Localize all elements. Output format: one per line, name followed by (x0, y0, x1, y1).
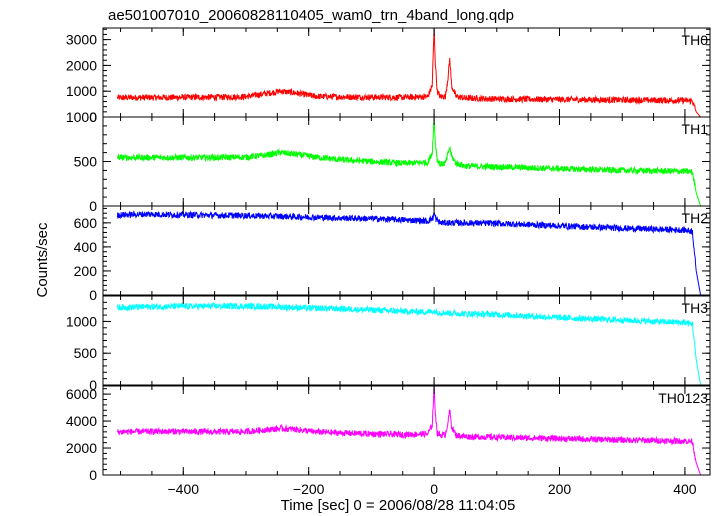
panel-th1-ytick-label: 1000 (66, 109, 97, 125)
panel-th2-ytick-label: 200 (74, 263, 98, 279)
x-tick-label: −400 (167, 481, 199, 497)
panel-th2-series-line (116, 210, 702, 295)
panel-th0-series-line (116, 28, 701, 117)
x-axis-label: Time [sec] 0 = 2006/08/28 11:04:05 (281, 497, 516, 514)
panel-th0123-series-line (116, 386, 702, 475)
panel-th3-ytick-label: 1000 (66, 313, 97, 329)
panel-th2-ytick-label: 0 (89, 287, 97, 303)
panel-th0123-ytick-label: 6000 (66, 386, 97, 402)
panel-th0123-ytick-label: 4000 (66, 413, 97, 429)
panel-th2-frame (102, 205, 711, 296)
panel-th1-series-line (116, 119, 702, 206)
panel-th0123-frame (102, 385, 711, 476)
panel-th0-ytick-label: 3000 (66, 32, 97, 48)
y-axis-label: Counts/sec (34, 222, 51, 298)
panel-th0-label: TH0 (682, 32, 709, 48)
chart-title: ae501007010_20060828110405_wam0_trn_4ban… (108, 7, 514, 24)
panel-th3-series-line (116, 301, 702, 385)
panel-th0-ytick-label: 1000 (66, 83, 97, 99)
x-tick-label: −200 (293, 481, 325, 497)
panel-th0123-ytick-label: 0 (89, 467, 97, 483)
x-tick-label: 200 (548, 481, 572, 497)
panel-th3-label: TH3 (682, 300, 709, 316)
panel-th3-ytick-label: 0 (89, 377, 97, 393)
x-tick-label: 400 (673, 481, 697, 497)
panel-th3-ytick-label: 500 (74, 345, 98, 361)
panel-th0-frame (102, 27, 711, 118)
panel-th0123-ytick-label: 2000 (66, 440, 97, 456)
panel-th2-label: TH2 (682, 210, 709, 226)
panel-th2-ytick-label: 600 (74, 215, 98, 231)
panel-th2-ytick-label: 400 (74, 239, 98, 255)
panel-th1-label: TH1 (682, 121, 709, 137)
panel-th1-ytick-label: 0 (89, 198, 97, 214)
panel-th0123-label: TH0123 (658, 390, 708, 406)
panel-th0-ytick-label: 0 (89, 109, 97, 125)
x-tick-label: 0 (430, 481, 438, 497)
panel-th1-ytick-label: 500 (74, 154, 98, 170)
panel-th0-ytick-label: 2000 (66, 57, 97, 73)
